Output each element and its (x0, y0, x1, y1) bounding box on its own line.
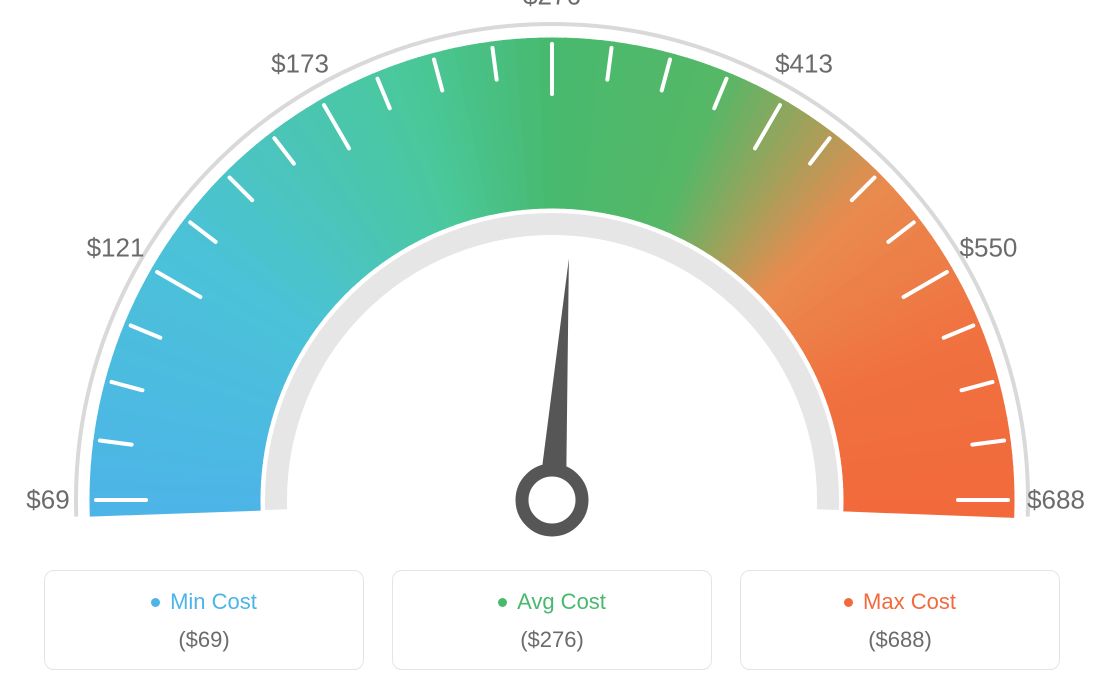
legend-title-max-text: Max Cost (863, 589, 956, 615)
legend-dot-avg (498, 598, 507, 607)
gauge-svg (0, 0, 1104, 560)
gauge-tick-label: $688 (1027, 485, 1085, 516)
legend-value-avg: ($276) (403, 627, 701, 653)
gauge-tick-label: $121 (87, 233, 145, 264)
legend-title-min: Min Cost (151, 589, 257, 615)
legend-dot-min (151, 598, 160, 607)
gauge-tick-label: $69 (26, 485, 69, 516)
legend-card-avg: Avg Cost ($276) (392, 570, 712, 670)
legend-title-max: Max Cost (844, 589, 956, 615)
gauge-tick-label: $550 (960, 233, 1018, 264)
legend-dot-max (844, 598, 853, 607)
gauge-tick-label: $413 (775, 48, 833, 79)
legend-value-min: ($69) (55, 627, 353, 653)
gauge-tick-label: $173 (271, 48, 329, 79)
gauge-tick-label: $276 (523, 0, 581, 12)
legend-card-min: Min Cost ($69) (44, 570, 364, 670)
legend-title-min-text: Min Cost (170, 589, 257, 615)
gauge-container: $69 $121 $173 $276 $413 $550 $688 (0, 0, 1104, 560)
legend-row: Min Cost ($69) Avg Cost ($276) Max Cost … (0, 570, 1104, 670)
legend-card-max: Max Cost ($688) (740, 570, 1060, 670)
legend-title-avg-text: Avg Cost (517, 589, 606, 615)
legend-title-avg: Avg Cost (498, 589, 606, 615)
legend-value-max: ($688) (751, 627, 1049, 653)
